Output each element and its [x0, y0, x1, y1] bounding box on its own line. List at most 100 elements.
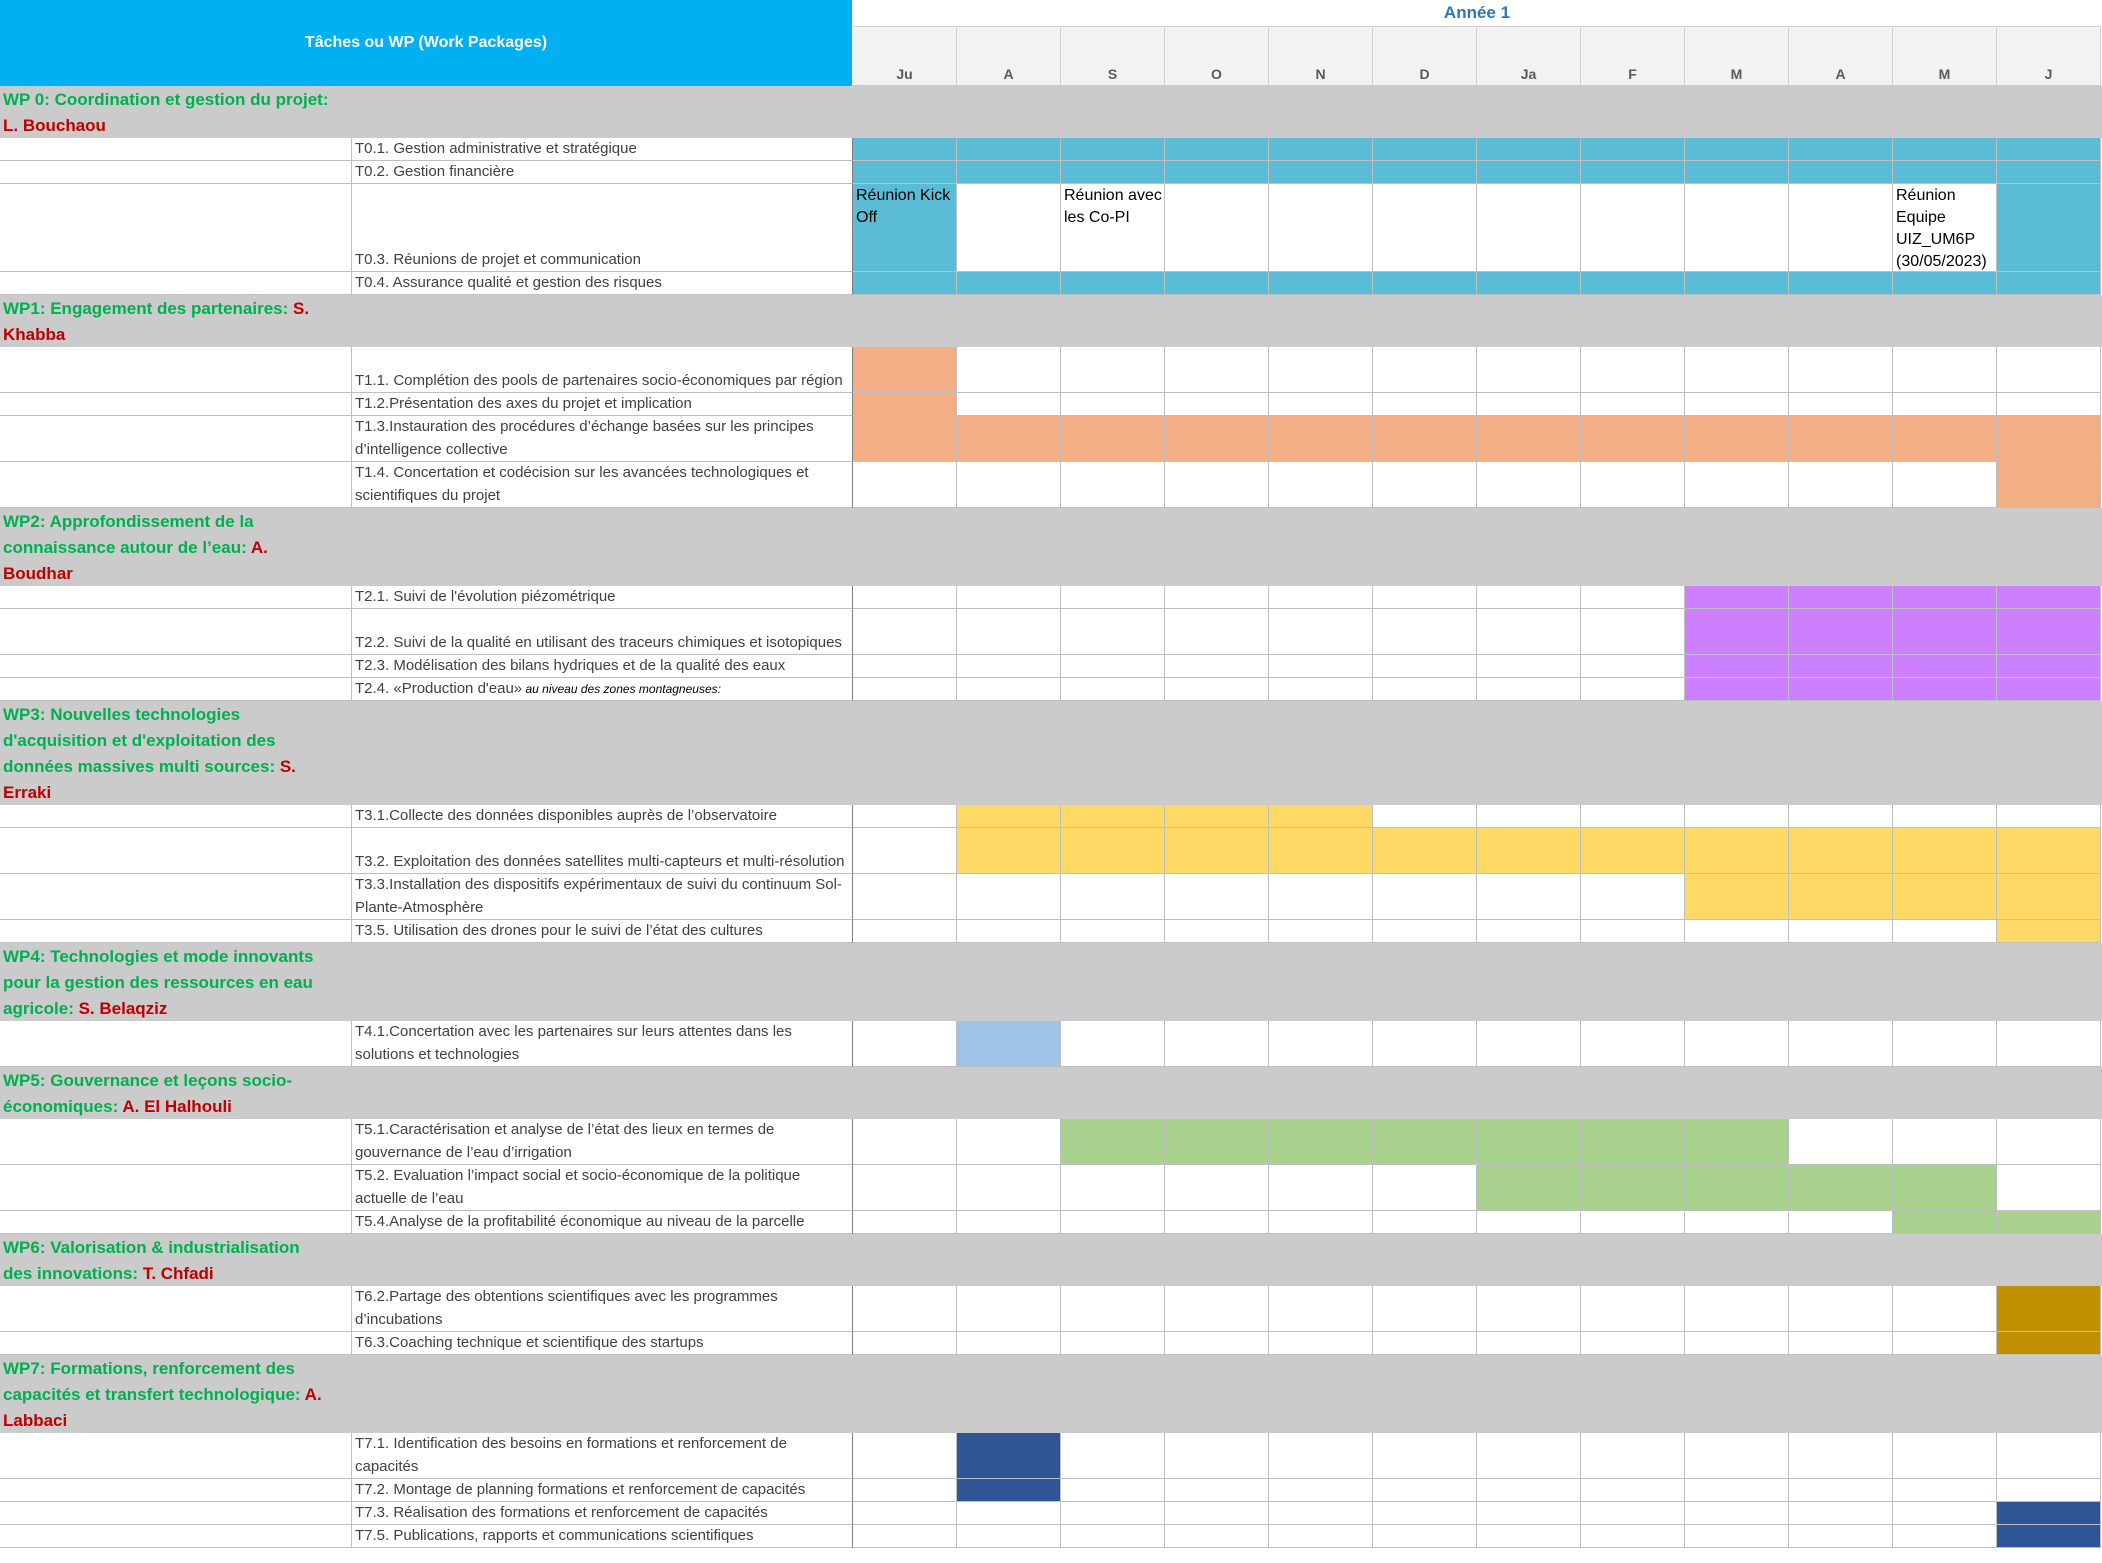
schedule-cell[interactable]: [1061, 874, 1165, 920]
schedule-bar-cell[interactable]: [1997, 272, 2101, 295]
schedule-bar-cell[interactable]: [1685, 161, 1789, 184]
schedule-cell[interactable]: [1269, 1433, 1373, 1479]
task-label[interactable]: T5.1.Caractérisation et analyse de l’éta…: [352, 1119, 853, 1165]
schedule-cell[interactable]: [1061, 347, 1165, 393]
schedule-cell[interactable]: [853, 1332, 957, 1355]
schedule-bar-cell[interactable]: [1789, 272, 1893, 295]
schedule-bar-cell[interactable]: [1893, 1165, 1997, 1211]
schedule-cell[interactable]: [853, 655, 957, 678]
schedule-cell[interactable]: [1165, 678, 1269, 701]
schedule-bar-cell[interactable]: [1997, 1211, 2101, 1234]
schedule-cell[interactable]: [1893, 1286, 1997, 1332]
schedule-bar-cell[interactable]: [957, 138, 1061, 161]
schedule-cell[interactable]: [1269, 1332, 1373, 1355]
schedule-bar-cell[interactable]: [1997, 609, 2101, 655]
schedule-cell[interactable]: [1997, 347, 2101, 393]
task-label[interactable]: T2.1. Suivi de l'évolution piézométrique: [352, 586, 853, 609]
task-id-cell[interactable]: [0, 1165, 352, 1211]
schedule-bar-cell[interactable]: [957, 272, 1061, 295]
schedule-bar-cell[interactable]: [1477, 828, 1581, 874]
schedule-cell[interactable]: [957, 586, 1061, 609]
schedule-bar-cell[interactable]: [1893, 138, 1997, 161]
tasks-column-header[interactable]: Tâches ou WP (Work Packages): [0, 0, 853, 86]
schedule-cell[interactable]: [1581, 1332, 1685, 1355]
schedule-cell[interactable]: [1581, 393, 1685, 416]
schedule-bar-cell[interactable]: [957, 805, 1061, 828]
schedule-cell[interactable]: [1477, 1211, 1581, 1234]
task-id-cell[interactable]: [0, 462, 352, 508]
schedule-bar-cell[interactable]: [853, 416, 957, 462]
schedule-cell[interactable]: [1165, 1211, 1269, 1234]
schedule-bar-cell[interactable]: [1893, 874, 1997, 920]
schedule-cell[interactable]: [1061, 1211, 1165, 1234]
schedule-cell[interactable]: [1061, 393, 1165, 416]
schedule-cell[interactable]: [1581, 1479, 1685, 1502]
schedule-bar-cell[interactable]: [1893, 586, 1997, 609]
schedule-cell[interactable]: [1373, 586, 1477, 609]
task-label[interactable]: T6.3.Coaching technique et scientifique …: [352, 1332, 853, 1355]
schedule-cell[interactable]: [1789, 1332, 1893, 1355]
schedule-cell[interactable]: [1685, 1502, 1789, 1525]
task-id-cell[interactable]: [0, 138, 352, 161]
task-id-cell[interactable]: [0, 1433, 352, 1479]
schedule-bar-cell[interactable]: [1685, 609, 1789, 655]
wp-header-row[interactable]: WP5: Gouvernance et leçons socio-économi…: [0, 1067, 2102, 1119]
schedule-bar-cell[interactable]: [1893, 416, 1997, 462]
schedule-cell[interactable]: [957, 920, 1061, 943]
task-id-cell[interactable]: [0, 1211, 352, 1234]
schedule-cell[interactable]: [1165, 920, 1269, 943]
schedule-cell[interactable]: [853, 874, 957, 920]
schedule-bar-cell[interactable]: [957, 1433, 1061, 1479]
schedule-bar-cell[interactable]: [1061, 161, 1165, 184]
schedule-cell[interactable]: [853, 805, 957, 828]
schedule-cell[interactable]: [1373, 1165, 1477, 1211]
schedule-cell[interactable]: [1997, 1479, 2101, 1502]
task-id-cell[interactable]: [0, 1286, 352, 1332]
schedule-bar-cell[interactable]: [1477, 1119, 1581, 1165]
schedule-bar-cell[interactable]: [1997, 161, 2101, 184]
schedule-cell[interactable]: [1581, 184, 1685, 272]
schedule-cell[interactable]: [1269, 1021, 1373, 1067]
schedule-cell[interactable]: [1477, 609, 1581, 655]
schedule-cell[interactable]: [957, 184, 1061, 272]
schedule-bar-cell[interactable]: [1165, 805, 1269, 828]
schedule-cell[interactable]: [1165, 1479, 1269, 1502]
schedule-cell[interactable]: [1269, 874, 1373, 920]
schedule-cell[interactable]: [957, 655, 1061, 678]
schedule-bar-cell[interactable]: [1165, 272, 1269, 295]
schedule-cell[interactable]: [957, 1119, 1061, 1165]
schedule-bar-cell[interactable]: [1477, 416, 1581, 462]
schedule-cell[interactable]: [1269, 393, 1373, 416]
month-header[interactable]: A: [1789, 27, 1893, 86]
schedule-cell[interactable]: [1789, 462, 1893, 508]
schedule-bar-cell[interactable]: [1061, 272, 1165, 295]
schedule-bar-cell[interactable]: [1269, 416, 1373, 462]
schedule-cell[interactable]: [1269, 678, 1373, 701]
schedule-cell[interactable]: [1477, 805, 1581, 828]
schedule-cell[interactable]: [1477, 347, 1581, 393]
schedule-bar-cell[interactable]: [957, 1021, 1061, 1067]
schedule-bar-cell[interactable]: [1685, 874, 1789, 920]
schedule-cell[interactable]: [853, 1479, 957, 1502]
schedule-bar-cell[interactable]: [1373, 272, 1477, 295]
schedule-cell[interactable]: [1685, 462, 1789, 508]
schedule-bar-cell[interactable]: [1477, 161, 1581, 184]
month-header[interactable]: M: [1893, 27, 1997, 86]
schedule-bar-cell[interactable]: [1893, 609, 1997, 655]
schedule-cell[interactable]: [1165, 1525, 1269, 1548]
schedule-cell[interactable]: [1061, 1502, 1165, 1525]
schedule-cell[interactable]: [1789, 1286, 1893, 1332]
schedule-cell[interactable]: [1165, 1286, 1269, 1332]
schedule-cell[interactable]: [1789, 1525, 1893, 1548]
schedule-bar-cell[interactable]: [1789, 161, 1893, 184]
task-label[interactable]: T0.1. Gestion administrative et stratégi…: [352, 138, 853, 161]
schedule-cell[interactable]: [1789, 1211, 1893, 1234]
schedule-cell[interactable]: [1581, 655, 1685, 678]
schedule-bar-cell[interactable]: [1373, 161, 1477, 184]
schedule-cell[interactable]: [1373, 874, 1477, 920]
schedule-bar-cell[interactable]: [1893, 678, 1997, 701]
task-id-cell[interactable]: [0, 586, 352, 609]
schedule-bar-cell[interactable]: [1061, 1119, 1165, 1165]
schedule-cell[interactable]: [957, 609, 1061, 655]
schedule-cell[interactable]: [1893, 920, 1997, 943]
